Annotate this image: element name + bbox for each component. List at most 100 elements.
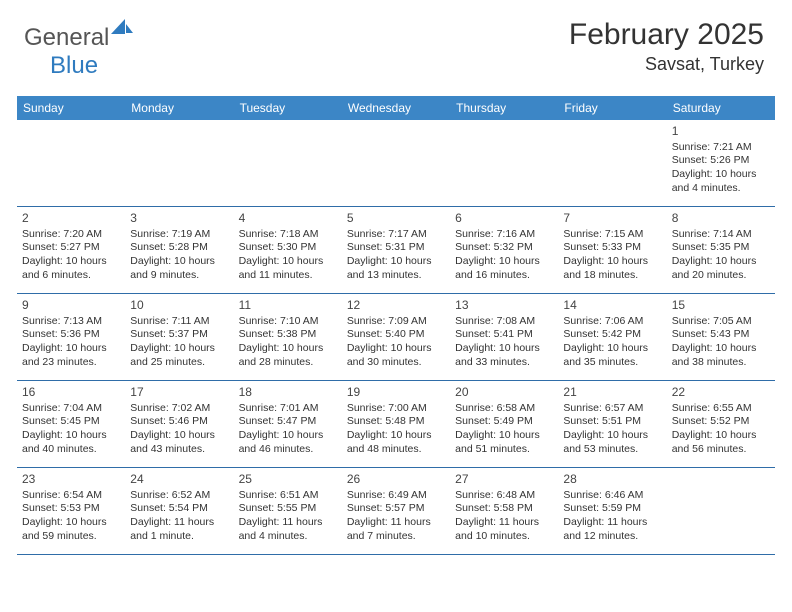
daylight-line: Daylight: 10 hours and 56 minutes. [672, 429, 770, 456]
day-number: 5 [347, 211, 445, 227]
daylight-line: Daylight: 10 hours and 40 minutes. [22, 429, 120, 456]
day-number: 1 [672, 124, 770, 140]
day-cell: 9Sunrise: 7:13 AMSunset: 5:36 PMDaylight… [17, 294, 125, 380]
empty-cell [234, 120, 342, 206]
sunset-line: Sunset: 5:58 PM [455, 502, 553, 516]
sunrise-line: Sunrise: 7:13 AM [22, 315, 120, 329]
sunrise-line: Sunrise: 7:14 AM [672, 228, 770, 242]
day-number: 27 [455, 472, 553, 488]
day-cell: 12Sunrise: 7:09 AMSunset: 5:40 PMDayligh… [342, 294, 450, 380]
daylight-line: Daylight: 10 hours and 11 minutes. [239, 255, 337, 282]
sunrise-line: Sunrise: 7:16 AM [455, 228, 553, 242]
sail-icon [111, 16, 133, 43]
week-row: 1Sunrise: 7:21 AMSunset: 5:26 PMDaylight… [17, 120, 775, 207]
sunset-line: Sunset: 5:48 PM [347, 415, 445, 429]
daylight-line: Daylight: 10 hours and 48 minutes. [347, 429, 445, 456]
day-number: 11 [239, 298, 337, 314]
day-cell: 24Sunrise: 6:52 AMSunset: 5:54 PMDayligh… [125, 468, 233, 554]
sunset-line: Sunset: 5:28 PM [130, 241, 228, 255]
daylight-line: Daylight: 10 hours and 20 minutes. [672, 255, 770, 282]
day-number: 4 [239, 211, 337, 227]
day-cell: 20Sunrise: 6:58 AMSunset: 5:49 PMDayligh… [450, 381, 558, 467]
empty-cell [558, 120, 666, 206]
daylight-line: Daylight: 10 hours and 51 minutes. [455, 429, 553, 456]
sunrise-line: Sunrise: 7:11 AM [130, 315, 228, 329]
brand-logo: General Blue [24, 24, 133, 80]
week-row: 16Sunrise: 7:04 AMSunset: 5:45 PMDayligh… [17, 381, 775, 468]
sunrise-line: Sunrise: 6:54 AM [22, 489, 120, 503]
sunset-line: Sunset: 5:35 PM [672, 241, 770, 255]
calendar: SundayMondayTuesdayWednesdayThursdayFrid… [17, 96, 775, 555]
daylight-line: Daylight: 10 hours and 6 minutes. [22, 255, 120, 282]
sunrise-line: Sunrise: 7:19 AM [130, 228, 228, 242]
day-cell: 5Sunrise: 7:17 AMSunset: 5:31 PMDaylight… [342, 207, 450, 293]
sunset-line: Sunset: 5:52 PM [672, 415, 770, 429]
sunset-line: Sunset: 5:40 PM [347, 328, 445, 342]
sunrise-line: Sunrise: 7:04 AM [22, 402, 120, 416]
day-number: 25 [239, 472, 337, 488]
daylight-line: Daylight: 10 hours and 35 minutes. [563, 342, 661, 369]
daylight-line: Daylight: 10 hours and 28 minutes. [239, 342, 337, 369]
day-number: 7 [563, 211, 661, 227]
day-cell: 2Sunrise: 7:20 AMSunset: 5:27 PMDaylight… [17, 207, 125, 293]
empty-cell [125, 120, 233, 206]
day-cell: 7Sunrise: 7:15 AMSunset: 5:33 PMDaylight… [558, 207, 666, 293]
day-number: 8 [672, 211, 770, 227]
day-number: 3 [130, 211, 228, 227]
sunrise-line: Sunrise: 6:52 AM [130, 489, 228, 503]
day-cell: 25Sunrise: 6:51 AMSunset: 5:55 PMDayligh… [234, 468, 342, 554]
sunrise-line: Sunrise: 7:17 AM [347, 228, 445, 242]
sunset-line: Sunset: 5:41 PM [455, 328, 553, 342]
header: General Blue February 2025 Savsat, Turke… [0, 0, 792, 88]
dow-friday: Friday [558, 96, 666, 120]
daylight-line: Daylight: 10 hours and 16 minutes. [455, 255, 553, 282]
day-number: 23 [22, 472, 120, 488]
day-cell: 19Sunrise: 7:00 AMSunset: 5:48 PMDayligh… [342, 381, 450, 467]
day-number: 13 [455, 298, 553, 314]
daylight-line: Daylight: 10 hours and 9 minutes. [130, 255, 228, 282]
day-cell: 11Sunrise: 7:10 AMSunset: 5:38 PMDayligh… [234, 294, 342, 380]
sunrise-line: Sunrise: 6:51 AM [239, 489, 337, 503]
day-number: 15 [672, 298, 770, 314]
day-cell: 6Sunrise: 7:16 AMSunset: 5:32 PMDaylight… [450, 207, 558, 293]
day-cell: 13Sunrise: 7:08 AMSunset: 5:41 PMDayligh… [450, 294, 558, 380]
sunrise-line: Sunrise: 7:01 AM [239, 402, 337, 416]
day-cell: 16Sunrise: 7:04 AMSunset: 5:45 PMDayligh… [17, 381, 125, 467]
sunrise-line: Sunrise: 7:00 AM [347, 402, 445, 416]
day-cell: 17Sunrise: 7:02 AMSunset: 5:46 PMDayligh… [125, 381, 233, 467]
dow-header: SundayMondayTuesdayWednesdayThursdayFrid… [17, 96, 775, 120]
week-row: 2Sunrise: 7:20 AMSunset: 5:27 PMDaylight… [17, 207, 775, 294]
day-cell: 22Sunrise: 6:55 AMSunset: 5:52 PMDayligh… [667, 381, 775, 467]
sunset-line: Sunset: 5:37 PM [130, 328, 228, 342]
day-cell: 1Sunrise: 7:21 AMSunset: 5:26 PMDaylight… [667, 120, 775, 206]
day-number: 21 [563, 385, 661, 401]
daylight-line: Daylight: 10 hours and 25 minutes. [130, 342, 228, 369]
sunset-line: Sunset: 5:38 PM [239, 328, 337, 342]
sunrise-line: Sunrise: 7:15 AM [563, 228, 661, 242]
location-label: Savsat, Turkey [569, 54, 764, 75]
daylight-line: Daylight: 10 hours and 4 minutes. [672, 168, 770, 195]
sunset-line: Sunset: 5:30 PM [239, 241, 337, 255]
sunset-line: Sunset: 5:33 PM [563, 241, 661, 255]
sunrise-line: Sunrise: 7:05 AM [672, 315, 770, 329]
empty-cell [450, 120, 558, 206]
dow-tuesday: Tuesday [234, 96, 342, 120]
sunset-line: Sunset: 5:49 PM [455, 415, 553, 429]
day-number: 24 [130, 472, 228, 488]
sunrise-line: Sunrise: 6:46 AM [563, 489, 661, 503]
sunset-line: Sunset: 5:57 PM [347, 502, 445, 516]
sunrise-line: Sunrise: 7:02 AM [130, 402, 228, 416]
day-cell: 4Sunrise: 7:18 AMSunset: 5:30 PMDaylight… [234, 207, 342, 293]
empty-cell [667, 468, 775, 554]
day-cell: 18Sunrise: 7:01 AMSunset: 5:47 PMDayligh… [234, 381, 342, 467]
daylight-line: Daylight: 10 hours and 13 minutes. [347, 255, 445, 282]
daylight-line: Daylight: 10 hours and 18 minutes. [563, 255, 661, 282]
sunset-line: Sunset: 5:51 PM [563, 415, 661, 429]
dow-wednesday: Wednesday [342, 96, 450, 120]
daylight-line: Daylight: 10 hours and 38 minutes. [672, 342, 770, 369]
sunset-line: Sunset: 5:47 PM [239, 415, 337, 429]
dow-saturday: Saturday [667, 96, 775, 120]
empty-cell [17, 120, 125, 206]
sunset-line: Sunset: 5:36 PM [22, 328, 120, 342]
week-row: 23Sunrise: 6:54 AMSunset: 5:53 PMDayligh… [17, 468, 775, 555]
